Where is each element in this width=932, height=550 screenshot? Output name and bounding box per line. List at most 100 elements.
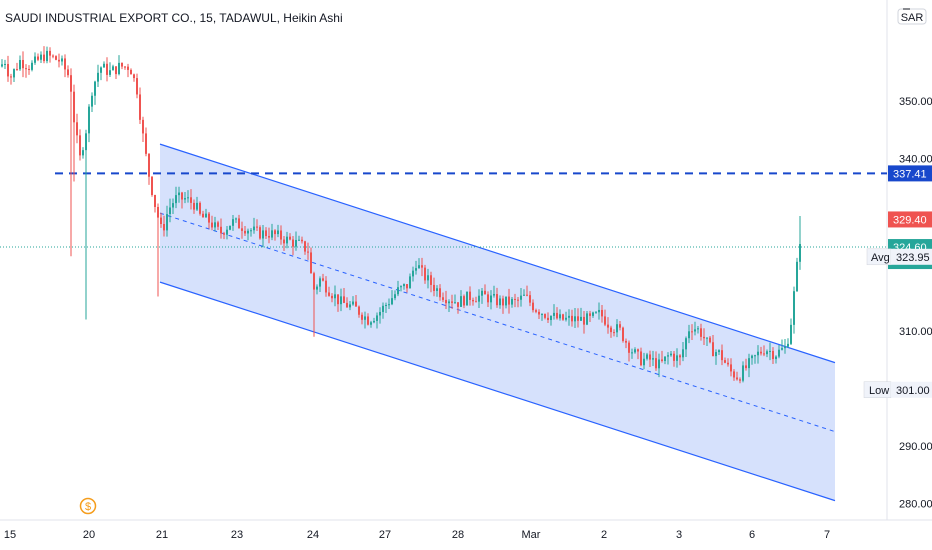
candle-body [334,294,336,299]
candle-body [277,230,279,235]
candle-body [622,327,624,341]
candle-body [115,66,117,75]
candle-body [463,296,465,306]
candle-body [703,336,705,339]
candle-body [106,63,108,75]
candle-body [631,352,633,354]
candle-body [124,66,126,68]
candle-body [781,348,783,350]
candle-body [328,292,330,296]
time-tick-label: 6 [749,529,755,541]
candle-body [529,295,531,303]
candle-body [775,356,777,360]
candle-body [658,359,660,369]
candle-body [382,305,384,312]
currency-label: SAR [901,12,924,24]
candle-body [103,63,105,68]
candle-body [340,296,342,305]
level-tag-label: 337.41 [893,168,927,180]
candle-body [313,273,315,290]
candle-body [790,324,792,344]
avg-name: Avg [871,252,890,264]
candle-body [361,314,363,320]
candle-body [655,358,657,369]
time-tick-label: 7 [824,529,830,541]
candle-body [295,240,297,247]
candle-body [319,278,321,287]
candle-body [562,314,564,320]
candle-body [553,312,555,316]
chart-title[interactable]: SAUDI INDUSTRIAL EXPORT CO., 15, TADAWUL… [5,11,343,25]
dividend-marker[interactable]: $ [79,497,97,515]
candle-body [772,350,774,360]
price-tick-label: 290.00 [899,441,932,453]
candle-body [769,350,771,352]
time-tick-label: 2 [601,529,607,541]
candle-body [169,207,171,215]
candle-body [301,239,303,242]
candle-body [640,351,642,366]
candle-body [415,268,417,271]
candle-body [157,206,159,218]
candle-body [718,350,720,353]
candle-body [646,354,648,359]
regression-channel[interactable] [159,143,836,502]
candle-body [565,317,567,320]
candle-body [109,70,111,75]
candle-body [661,359,663,361]
candle-body [37,56,39,60]
candle-body [586,313,588,325]
time-tick-label: Mar [522,529,541,541]
candle-body [376,315,378,321]
candle-body [598,309,600,313]
price-tick-label: 350.00 [899,96,932,108]
candle-body [316,286,318,290]
candle-body [580,316,582,321]
candle-body [355,301,357,307]
candle-body [517,299,519,301]
candle-body [16,69,18,71]
candle-body [733,371,735,378]
candle-body [280,230,282,240]
candle-body [226,229,228,235]
time-tick-label: 20 [83,529,95,541]
candle-body [127,66,129,70]
candle-body [100,67,102,73]
candle-body [712,342,714,357]
candle-body [244,230,246,234]
candle-body [490,295,492,303]
candle-body [514,298,516,300]
candle-body [532,302,534,311]
candle-body [511,298,513,305]
candle-body [220,226,222,234]
candle-body [433,284,435,291]
candle-body [238,218,240,229]
candle-body [454,302,456,304]
candle-body [211,222,213,228]
candle-body [160,217,162,225]
candle-body [88,106,90,134]
candle-body [613,332,615,334]
avg-value: 323.95 [896,252,930,264]
candle-body [706,337,708,339]
candle-body [379,311,381,316]
candle-body [577,316,579,321]
candle-body [406,284,408,289]
candle-body [166,214,168,231]
candle-body [391,298,393,305]
candle-body [253,226,255,231]
price-tick-label: 280.00 [899,499,932,511]
candle-body [778,349,780,357]
candle-body [289,236,291,240]
candle-body [274,230,276,235]
time-axis[interactable]: 15 20 21 23 24 27 28 Mar 2 3 6 7 [4,529,830,541]
candle-body [190,197,192,203]
currency-badge[interactable]: SAR [897,8,927,25]
candle-body [235,218,237,220]
candle-body [250,230,252,232]
candle-body [418,265,420,269]
candle-body [349,304,351,308]
